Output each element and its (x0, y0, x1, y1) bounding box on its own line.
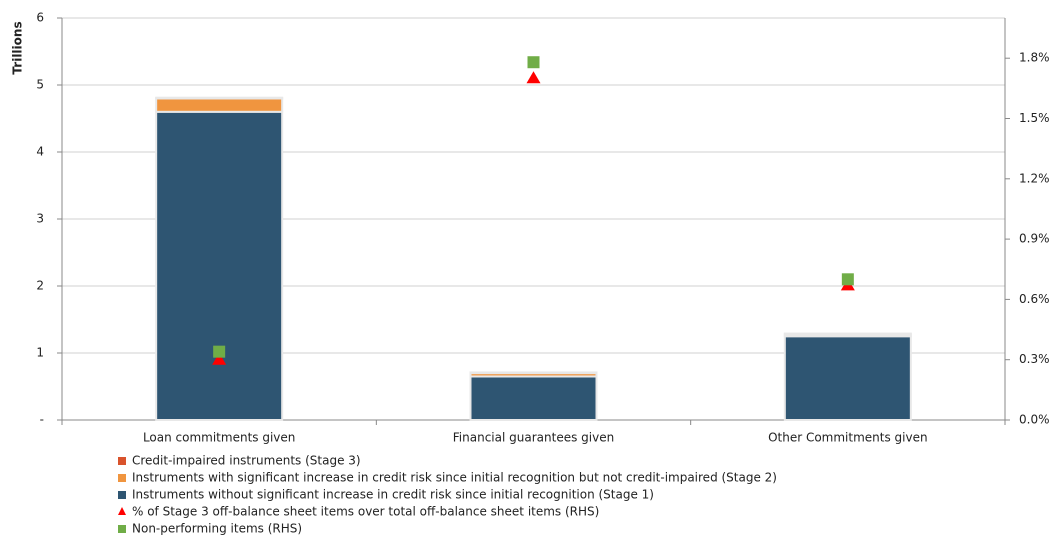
y-tick-label: 1 (36, 346, 44, 360)
y2-tick-label: 0.0% (1019, 413, 1050, 427)
legend-marker (118, 491, 126, 499)
legend-label: Credit-impaired instruments (Stage 3) (132, 454, 361, 468)
marker-triangle (212, 352, 227, 365)
x-tick-label: Other Commitments given (768, 431, 928, 445)
y-tick-label: 2 (36, 279, 44, 293)
legend-label: Non-performing items (RHS) (132, 522, 302, 536)
bar-segment (469, 371, 598, 375)
legend-label: Instruments with significant increase in… (132, 471, 777, 485)
y2-tick-label: 1.2% (1019, 171, 1050, 185)
y-tick-label: 4 (36, 145, 44, 159)
marker-square (841, 273, 854, 286)
legend-marker (118, 457, 126, 465)
marker-square (213, 345, 226, 358)
x-tick-label: Loan commitments given (143, 431, 295, 445)
bar-segment (155, 96, 284, 100)
legend-marker (118, 507, 126, 515)
bar-segment (469, 375, 598, 422)
bar-segment (155, 97, 284, 113)
y-tick-label: 6 (36, 11, 44, 25)
legend-label: Instruments without significant increase… (132, 488, 654, 502)
legend-marker (118, 525, 126, 533)
y2-tick-label: 0.6% (1019, 292, 1050, 306)
y2-tick-label: 0.9% (1019, 232, 1050, 246)
bar-segment (783, 332, 912, 336)
legend-marker (118, 474, 126, 482)
x-tick-label: Financial guarantees given (453, 431, 614, 445)
bar-segment (783, 335, 912, 421)
y-axis-label: Trillions (11, 21, 25, 74)
marker-square (527, 56, 540, 69)
y-tick-label: - (40, 413, 44, 427)
legend-label: % of Stage 3 off-balance sheet items ove… (132, 505, 599, 519)
y2-tick-label: 1.5% (1019, 111, 1050, 125)
y2-tick-label: 0.3% (1019, 352, 1050, 366)
marker-triangle (526, 71, 541, 84)
bar-segment (155, 110, 284, 422)
y2-tick-label: 1.8% (1019, 51, 1050, 65)
y-tick-label: 5 (36, 78, 44, 92)
y-tick-label: 3 (36, 212, 44, 226)
